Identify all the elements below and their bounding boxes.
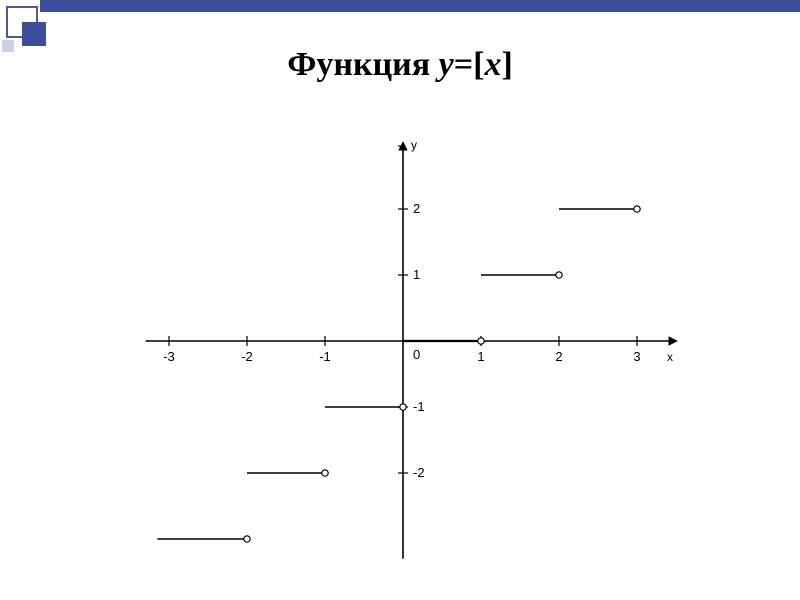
decor-top-bar — [40, 0, 800, 12]
title-eq: = — [454, 46, 473, 83]
svg-text:3: 3 — [633, 349, 640, 364]
svg-text:y: y — [411, 138, 417, 152]
svg-text:-1: -1 — [319, 349, 331, 364]
chart-svg: -3 -2 -1 1 2 3 -2 -1 1 2 0 y x — [120, 130, 680, 570]
svg-text:-1: -1 — [413, 399, 425, 414]
page-title: Функция y=[x] — [0, 46, 800, 84]
svg-text:-2: -2 — [413, 465, 425, 480]
title-prefix: Функция — [287, 46, 438, 83]
svg-text:1: 1 — [413, 267, 420, 282]
svg-text:-2: -2 — [241, 349, 253, 364]
floor-function-chart: -3 -2 -1 1 2 3 -2 -1 1 2 0 y x — [120, 130, 680, 570]
slide-page: Функция y=[x] -3-2-1123-2-1120yx — [0, 0, 800, 600]
title-lbracket: [ — [473, 46, 484, 83]
svg-text:2: 2 — [555, 349, 562, 364]
svg-text:1: 1 — [477, 349, 484, 364]
decor-square-solid — [22, 22, 46, 46]
title-rbracket: ] — [501, 46, 512, 83]
svg-text:0: 0 — [413, 347, 420, 362]
svg-text:2: 2 — [413, 201, 420, 216]
title-var-y: y — [439, 46, 454, 83]
title-var-x: x — [484, 46, 501, 83]
svg-text:x: x — [667, 350, 673, 364]
svg-text:-3: -3 — [163, 349, 175, 364]
